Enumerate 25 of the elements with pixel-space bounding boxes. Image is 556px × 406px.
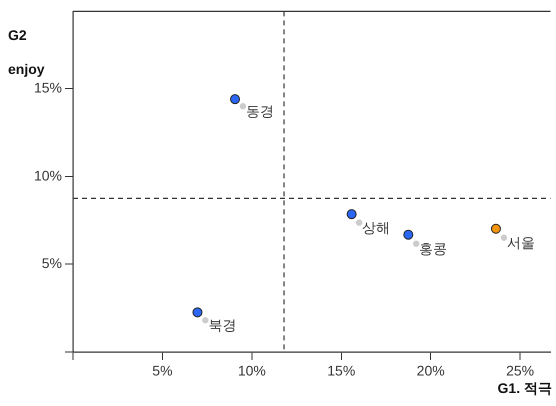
point [412, 240, 420, 247]
x-tick-label: 25% [506, 362, 534, 378]
x-tick-label: 10% [238, 362, 266, 378]
annotation: 홍콩 [419, 240, 448, 257]
y-tick-label: 10% [34, 167, 62, 184]
point [356, 219, 362, 226]
x-axis-title: G1. 적극 [498, 380, 552, 398]
x-tick-label: 5% [152, 362, 173, 378]
point [346, 209, 357, 220]
point [403, 230, 414, 240]
y-tick-label: 5% [42, 255, 62, 272]
x-tick-label: 20% [416, 362, 445, 378]
annotation: 상해 [362, 219, 390, 236]
point [192, 307, 202, 318]
annotation: 서울 [507, 234, 535, 251]
point [230, 94, 240, 104]
text: G2 enjoy [8, 27, 45, 77]
y-tick-label: 15% [34, 80, 62, 96]
point [202, 317, 209, 324]
point [500, 234, 508, 241]
annotation: 동경 [246, 103, 274, 120]
annotation: 북경 [208, 317, 236, 334]
point [240, 103, 246, 110]
point [490, 224, 501, 234]
x-tick-label: 15% [327, 362, 356, 378]
